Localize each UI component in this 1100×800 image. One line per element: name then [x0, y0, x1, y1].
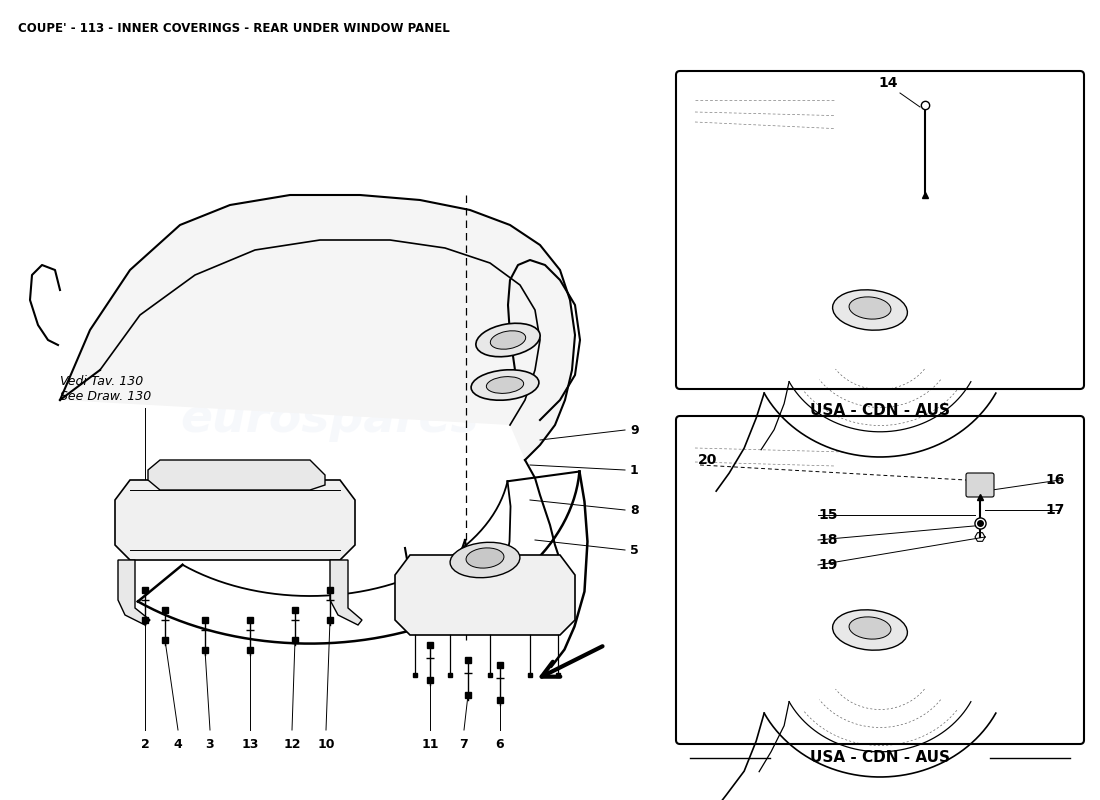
Text: USA - CDN - AUS: USA - CDN - AUS — [810, 750, 950, 766]
Text: 5: 5 — [630, 543, 639, 557]
Text: 14: 14 — [879, 76, 898, 90]
Polygon shape — [330, 560, 362, 625]
Text: 1: 1 — [630, 463, 639, 477]
Text: 10: 10 — [317, 738, 334, 751]
Ellipse shape — [476, 323, 540, 357]
Text: 13: 13 — [241, 738, 258, 751]
Ellipse shape — [471, 370, 539, 400]
Text: eurospares: eurospares — [756, 573, 984, 607]
Polygon shape — [116, 480, 355, 560]
FancyBboxPatch shape — [676, 71, 1084, 389]
Text: eurospares: eurospares — [180, 398, 480, 442]
Text: 19: 19 — [818, 558, 837, 572]
Text: 7: 7 — [460, 738, 469, 751]
Text: See Draw. 130: See Draw. 130 — [60, 390, 152, 403]
Text: 2: 2 — [141, 738, 150, 751]
Polygon shape — [60, 195, 575, 460]
Text: 17: 17 — [1046, 503, 1065, 517]
Text: 11: 11 — [421, 738, 439, 751]
Text: 18: 18 — [818, 533, 837, 547]
Text: Vedi Tav. 130: Vedi Tav. 130 — [60, 375, 143, 388]
Text: 15: 15 — [818, 508, 837, 522]
Ellipse shape — [849, 617, 891, 639]
FancyBboxPatch shape — [966, 473, 994, 497]
Polygon shape — [395, 555, 575, 635]
Text: COUPE' - 113 - INNER COVERINGS - REAR UNDER WINDOW PANEL: COUPE' - 113 - INNER COVERINGS - REAR UN… — [18, 22, 450, 35]
Text: USA - CDN - AUS: USA - CDN - AUS — [810, 403, 950, 418]
Ellipse shape — [486, 377, 524, 394]
Text: 3: 3 — [206, 738, 214, 751]
Text: 20: 20 — [698, 453, 717, 467]
Text: eurospares: eurospares — [756, 223, 984, 257]
Ellipse shape — [849, 297, 891, 319]
Polygon shape — [148, 460, 324, 490]
Text: 6: 6 — [496, 738, 504, 751]
Text: 8: 8 — [630, 503, 639, 517]
Ellipse shape — [450, 542, 520, 578]
Text: 4: 4 — [174, 738, 183, 751]
Ellipse shape — [491, 330, 526, 350]
Text: 12: 12 — [284, 738, 300, 751]
Ellipse shape — [466, 548, 504, 568]
Polygon shape — [118, 560, 150, 625]
Ellipse shape — [833, 290, 908, 330]
Text: 9: 9 — [630, 423, 639, 437]
Ellipse shape — [833, 610, 908, 650]
Text: 16: 16 — [1046, 473, 1065, 487]
FancyBboxPatch shape — [676, 416, 1084, 744]
